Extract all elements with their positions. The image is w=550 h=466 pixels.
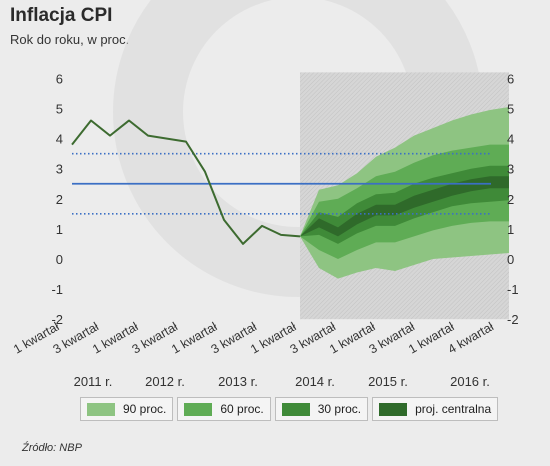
- y-tick-right: -1: [507, 282, 519, 297]
- legend-item-30: 30 proc.: [274, 397, 369, 421]
- y-tick-left: 2: [56, 192, 63, 207]
- y-tick-right: 6: [507, 71, 514, 86]
- chart-subtitle: Rok do roku, w proc.: [10, 32, 130, 47]
- y-tick-right: 4: [507, 132, 514, 147]
- y-tick-right: 2: [507, 192, 514, 207]
- legend-swatch-central: [379, 402, 408, 416]
- y-tick-right: 1: [507, 222, 514, 237]
- y-tick-right: -2: [507, 312, 519, 327]
- chart-legend: 90 proc. 60 proc. 30 proc. proj. central…: [80, 397, 499, 421]
- y-tick-left: 6: [56, 71, 63, 86]
- x-tick-year: 2016 r.: [450, 374, 490, 389]
- x-tick-year: 2015 r.: [368, 374, 408, 389]
- y-tick-left: 4: [56, 132, 63, 147]
- y-tick-right: 3: [507, 162, 514, 177]
- legend-label-30: 30 proc.: [317, 402, 362, 416]
- cpi-series-line: [71, 119, 301, 245]
- chart-title: Inflacja CPI: [10, 5, 113, 26]
- legend-item-60: 60 proc.: [177, 397, 271, 421]
- y-tick-left: 0: [56, 252, 63, 267]
- x-tick-year: 2014 r.: [295, 374, 335, 389]
- y-tick-left: 5: [56, 102, 63, 117]
- y-tick-left: 3: [56, 162, 63, 177]
- legend-label-central: proj. centralna: [415, 402, 492, 416]
- x-tick-year: 2013 r.: [218, 374, 258, 389]
- legend-swatch-60: [184, 402, 213, 416]
- y-tick-right: 5: [507, 102, 514, 117]
- legend-swatch-30: [281, 402, 310, 416]
- legend-label-60: 60 proc.: [220, 402, 264, 416]
- legend-label-90: 90 proc.: [123, 402, 167, 416]
- source-note: Źródło: NBP: [22, 442, 82, 454]
- legend-item-90: 90 proc.: [80, 397, 174, 421]
- x-tick-year: 2011 r.: [74, 374, 113, 389]
- x-tick-quarter: 4 kwartał: [446, 319, 497, 356]
- y-tick-left: -2: [51, 312, 63, 327]
- y-tick-right: 0: [507, 252, 514, 267]
- legend-item-central: proj. centralna: [372, 397, 499, 421]
- fan-band-central: [300, 176, 509, 237]
- y-tick-left: -1: [51, 282, 63, 297]
- legend-swatch-90: [87, 402, 115, 416]
- x-tick-year: 2012 r.: [145, 374, 185, 389]
- y-tick-left: 1: [56, 222, 63, 237]
